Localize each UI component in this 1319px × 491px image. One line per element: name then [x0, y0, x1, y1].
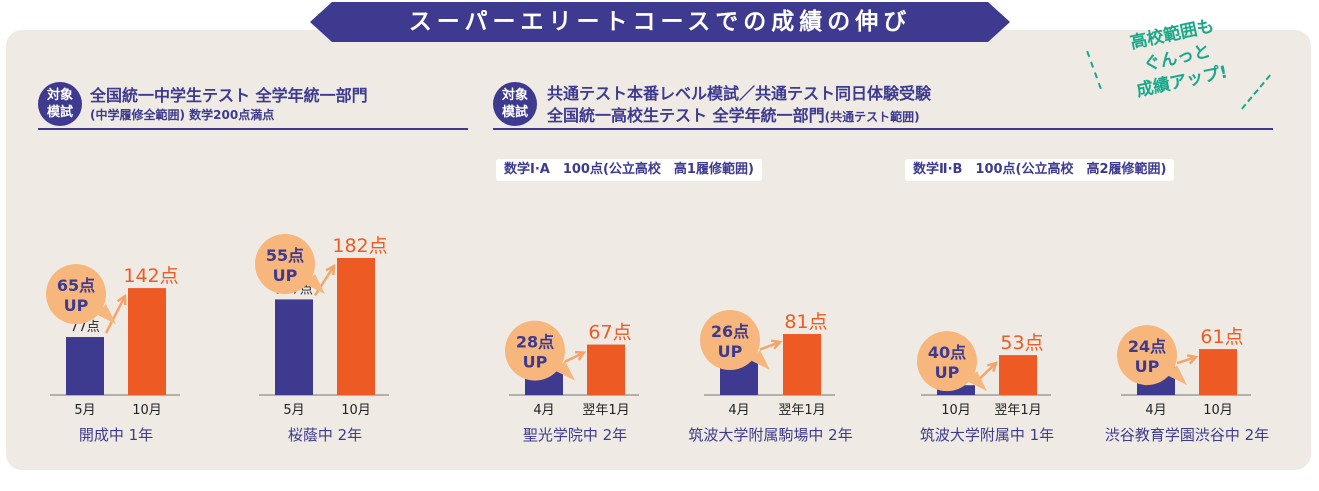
tick-label: 10月: [941, 403, 971, 418]
growth-arrow: [104, 295, 127, 334]
growth-arrowhead: [986, 361, 998, 373]
school-caption: 渋谷教育学園渋谷中 2年: [1104, 426, 1270, 444]
growth-arrow: [1176, 355, 1197, 365]
growth-arrowhead: [770, 339, 783, 350]
up-bubble: [46, 264, 106, 325]
value-label-after: 53点: [1000, 332, 1043, 354]
tick-label: 4月: [1145, 403, 1166, 418]
subject-label-math1a: 数学Ⅰ·A 100点(公立高校 高1履修範囲): [496, 159, 762, 181]
right-section-rule: [493, 128, 1273, 130]
up-bubble: [917, 331, 977, 392]
badge-line1: 対象: [501, 88, 528, 103]
growth-arrowhead: [116, 293, 127, 306]
target-exam-badge-right: 対象 模試: [493, 82, 537, 126]
left-section-title: 全国統一中学生テスト 全学年統一部門: [90, 86, 368, 105]
tick-label: 5月: [283, 403, 304, 418]
up-amount: 28点: [516, 333, 554, 352]
up-amount: 40点: [928, 343, 966, 362]
left-subtitle-rest: 数学200点満点: [189, 108, 275, 122]
tick-label: 5月: [74, 403, 95, 418]
badge-line2: 模試: [46, 105, 73, 120]
tick-label: 4月: [728, 403, 749, 418]
school-caption: 開成中 1年: [78, 426, 154, 444]
up-bubble: [255, 234, 315, 294]
bar-after: [1199, 349, 1237, 395]
up-bubble: [700, 310, 760, 371]
right-title2-paren: (共通テスト範囲): [824, 110, 920, 124]
up-label: UP: [523, 353, 548, 372]
left-section-subtitle: (中学履修全範囲) 数学200点満点: [90, 106, 274, 123]
value-label-after: 67点: [588, 322, 631, 344]
content-panel: [6, 30, 1311, 470]
growth-arrow: [759, 340, 781, 351]
school-caption: 桜蔭中 2年: [287, 426, 363, 444]
badge-line1: 対象: [46, 88, 73, 103]
bar-after: [587, 344, 625, 395]
bar-before: [66, 337, 104, 395]
up-amount: 24点: [1128, 337, 1166, 356]
banner-title: スーパーエリートコースでの成績の伸び: [408, 9, 912, 35]
up-bubble: [1117, 325, 1177, 386]
tick-label: 10月: [132, 403, 162, 418]
value-label-after: 61点: [1200, 326, 1243, 348]
growth-arrowhead: [574, 350, 587, 361]
growth-arrowhead: [325, 263, 336, 276]
banner-shape: [310, 2, 1010, 42]
right-title2-main: 全国統一高校生テスト 全学年統一部門: [547, 106, 825, 125]
up-label: UP: [64, 296, 89, 315]
tick-label: 10月: [1203, 403, 1233, 418]
tick-label: 10月: [341, 403, 371, 418]
left-section-rule: [38, 128, 468, 130]
bar-before: [937, 385, 975, 395]
up-label: UP: [718, 342, 743, 361]
value-label-after: 142点: [123, 265, 178, 287]
target-exam-badge-left: 対象 模試: [38, 82, 82, 126]
tick-label: 翌年1月: [582, 403, 629, 418]
up-label: UP: [935, 363, 960, 382]
up-amount: 26点: [711, 322, 749, 341]
up-amount: 65点: [57, 276, 95, 295]
bar-after: [783, 334, 821, 395]
school-caption: 筑波大学附属中 1年: [919, 426, 1055, 444]
up-label: UP: [1135, 357, 1160, 376]
left-subtitle-paren: (中学履修全範囲): [90, 108, 185, 122]
tick-label: 翌年1月: [994, 403, 1041, 418]
value-label-after: 182点: [332, 235, 387, 257]
up-label: UP: [273, 266, 298, 285]
badge-line2: 模試: [501, 105, 528, 120]
tick-label: 4月: [533, 403, 554, 418]
bar-before: [275, 299, 313, 395]
up-amount: 55点: [266, 246, 304, 265]
right-section-title2: 全国統一高校生テスト 全学年統一部門(共通テスト範囲): [547, 102, 920, 126]
growth-arrow: [564, 351, 585, 363]
value-label-after: 81点: [784, 311, 827, 333]
bar-after: [337, 258, 375, 395]
right-section-title1: 共通テスト本番レベル模試／共通テスト同日体験受験: [547, 84, 932, 103]
bar-after: [128, 288, 166, 395]
subject-label-math2b: 数学Ⅱ·B 100点(公立高校 高2履修範囲): [905, 159, 1175, 181]
school-caption: 筑波大学附属駒場中 2年: [688, 426, 853, 444]
school-caption: 聖光学院中 2年: [522, 426, 628, 444]
tick-label: 翌年1月: [778, 403, 825, 418]
up-bubble: [505, 320, 565, 381]
growth-arrowhead: [1186, 354, 1199, 365]
bar-after: [999, 355, 1037, 395]
